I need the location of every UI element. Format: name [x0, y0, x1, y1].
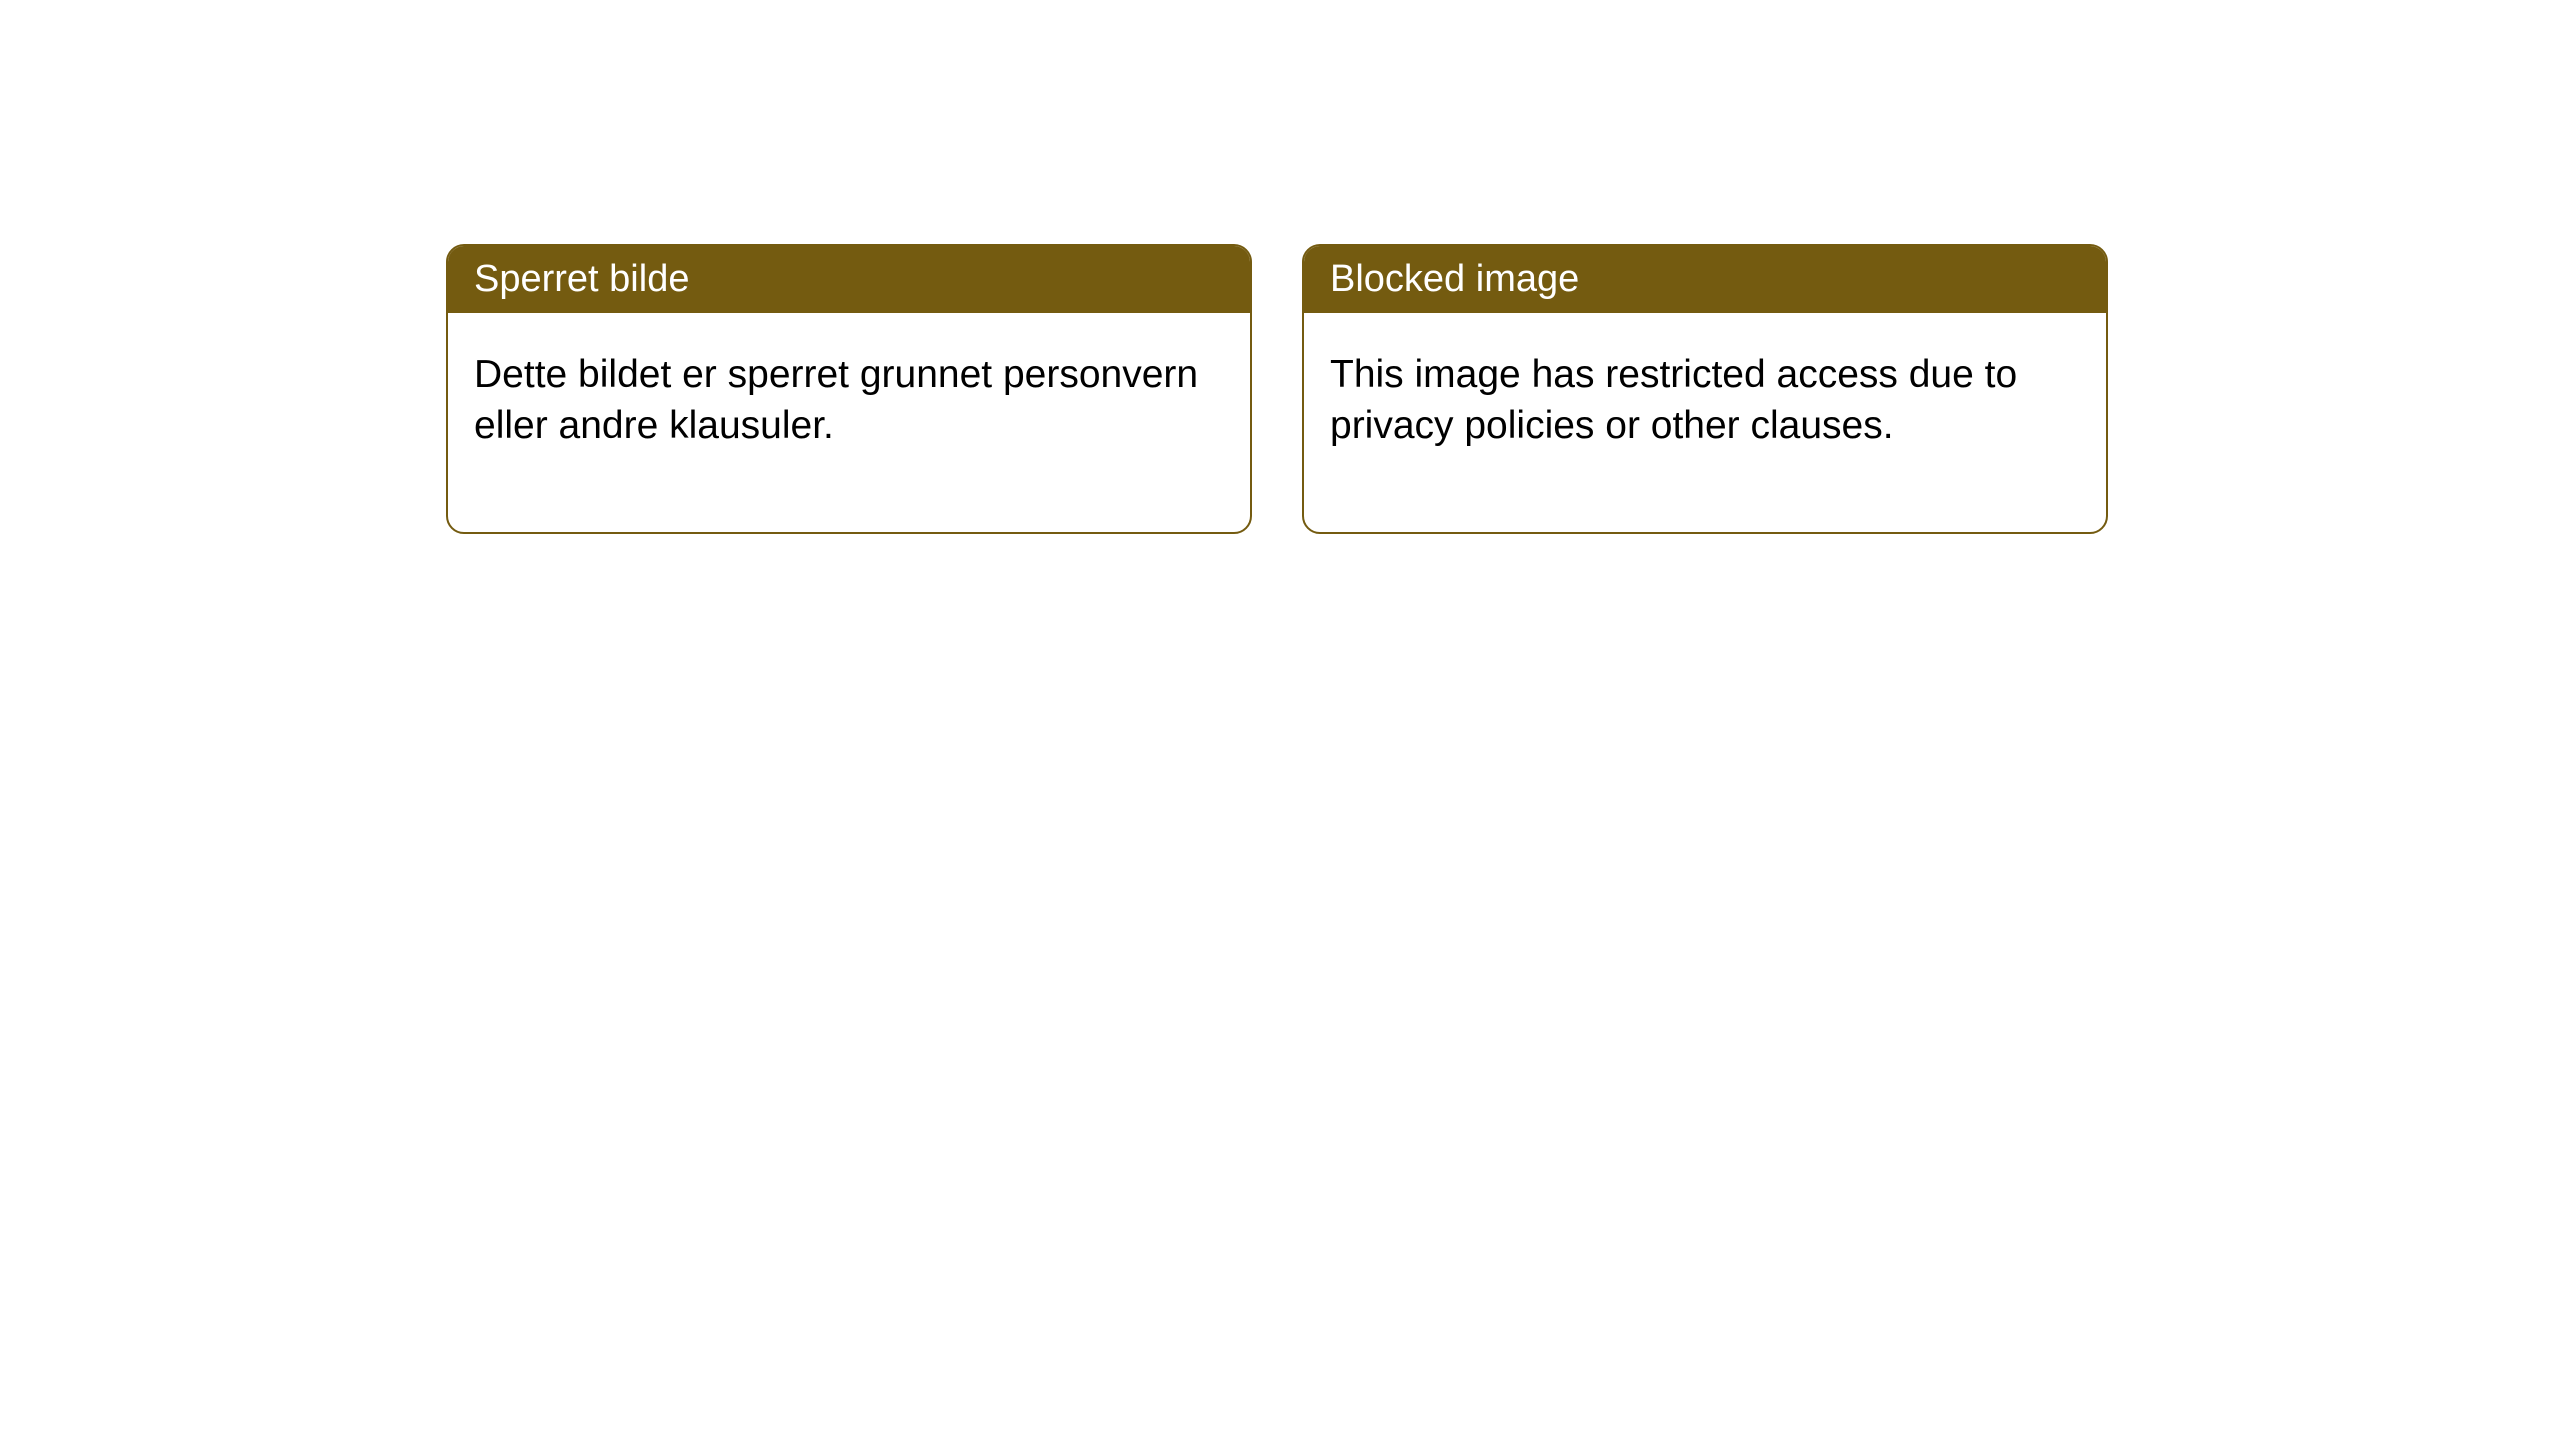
notice-card-norwegian: Sperret bilde Dette bildet er sperret gr…	[446, 244, 1252, 534]
notice-card-english: Blocked image This image has restricted …	[1302, 244, 2108, 534]
card-body: Dette bildet er sperret grunnet personve…	[448, 313, 1250, 532]
card-header: Blocked image	[1304, 246, 2106, 313]
card-header: Sperret bilde	[448, 246, 1250, 313]
notice-container: Sperret bilde Dette bildet er sperret gr…	[0, 0, 2560, 534]
card-body: This image has restricted access due to …	[1304, 313, 2106, 532]
